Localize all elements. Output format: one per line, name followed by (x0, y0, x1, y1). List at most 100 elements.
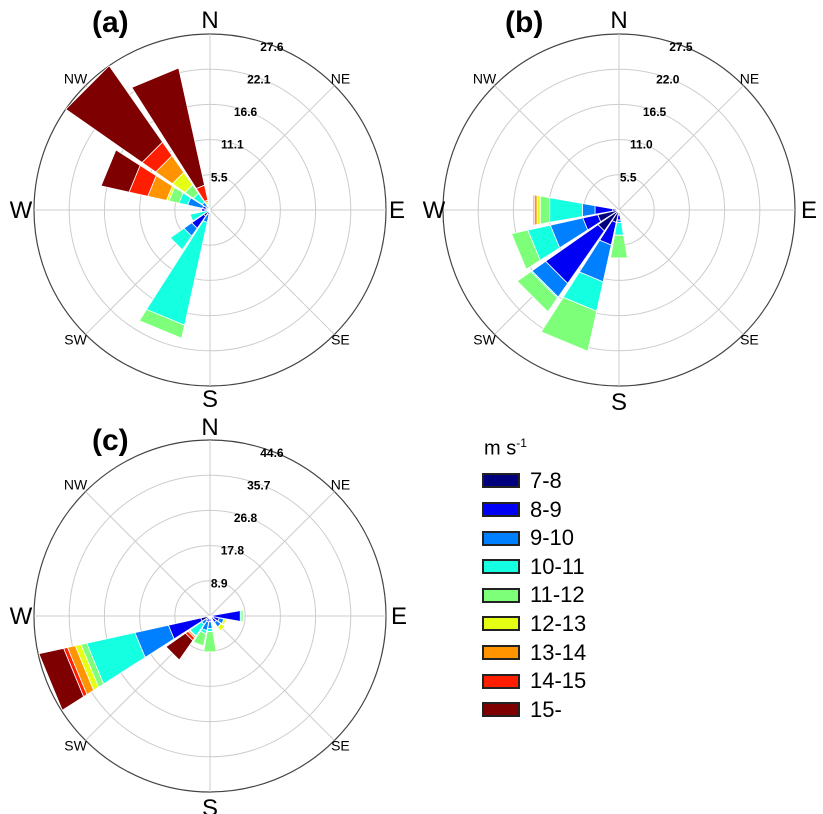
direction-label-w: W (10, 603, 33, 630)
bar-segment-10-11 (206, 628, 214, 632)
bar-segment-11-12 (138, 308, 186, 339)
direction-label-nw: NW (473, 71, 497, 87)
direction-label-s: S (202, 795, 218, 814)
spoke (618, 85, 744, 211)
legend-swatch (482, 530, 520, 546)
legend-label: 9-10 (530, 525, 575, 551)
direction-label-e: E (801, 197, 817, 224)
legend-item: 8-9 (482, 495, 586, 524)
bar-segment-11-12 (539, 195, 551, 225)
ring-label: 27.6 (260, 40, 284, 54)
bar-segment-12-13 (536, 195, 541, 225)
bar-segment-11-12 (540, 296, 598, 352)
direction-label-se: SE (740, 331, 759, 347)
legend-swatch (482, 645, 520, 661)
spoke (618, 209, 744, 335)
legend-label: 14-15 (530, 668, 587, 694)
bar-segment-9-10 (582, 203, 596, 217)
direction-label-n: N (201, 414, 218, 441)
ring-label: 16.6 (234, 105, 258, 119)
legend-item: 7-8 (482, 467, 586, 496)
bar-segment-10-11 (169, 227, 193, 251)
legend-label: 13-14 (530, 639, 587, 665)
panel-label: (a) (92, 6, 129, 39)
legend-title: m s-1 (484, 436, 586, 461)
legend-label: 12-13 (530, 610, 587, 636)
legend-label: 10-11 (530, 553, 585, 579)
legend-swatch (482, 587, 520, 603)
bar-segment-14-15 (532, 194, 535, 226)
direction-label-w: W (10, 197, 33, 224)
direction-label-nw: NW (64, 71, 88, 87)
ring-label: 16.5 (643, 105, 667, 119)
spoke (209, 491, 335, 617)
ring-label: 5.5 (620, 170, 637, 184)
bar-segment-15- (165, 632, 194, 661)
legend-label: 8-9 (530, 496, 562, 522)
legend-swatch (482, 673, 520, 689)
direction-label-n: N (610, 7, 627, 34)
direction-label-e: E (389, 197, 405, 224)
bar-segment-15- (38, 647, 85, 711)
legend-item: 13-14 (482, 638, 586, 667)
bar-segment-10-11 (189, 209, 211, 222)
legend-item: 9-10 (482, 524, 586, 553)
legend-item: 14-15 (482, 667, 586, 696)
bar-segment-11-12 (510, 229, 541, 270)
bar-segment-11-12 (610, 234, 628, 259)
bar-segment-11-12 (192, 630, 207, 647)
bar-segment-15- (65, 65, 164, 164)
legend-label: 7-8 (530, 467, 562, 493)
ring-label: 17.8 (221, 544, 245, 558)
direction-label-n: N (201, 7, 218, 34)
spoke (209, 209, 335, 335)
bar-segment-12-13 (217, 623, 226, 632)
direction-label-sw: SW (64, 737, 87, 753)
direction-label-sw: SW (473, 331, 496, 347)
ring-label: 27.5 (669, 40, 693, 54)
bar-segment-10-11 (549, 197, 583, 223)
spoke (209, 85, 335, 211)
ring-label: 22.1 (247, 72, 271, 86)
direction-label-s: S (611, 389, 627, 416)
legend-item: 15- (482, 695, 586, 724)
legend: m s-1 7-8 8-9 9-10 10-11 11-12 12-13 13-14 14-1… (482, 436, 586, 724)
legend-items: 7-8 8-9 9-10 10-11 11-12 12-13 13-14 14-15 15- (482, 467, 586, 724)
legend-label: 11-12 (530, 582, 585, 608)
spoke (85, 491, 211, 617)
bar-segment-11-12 (516, 271, 558, 313)
direction-label-se: SE (331, 737, 350, 753)
bar-segment-15- (100, 149, 141, 193)
direction-label-nw: NW (64, 477, 88, 493)
direction-label-s: S (202, 386, 218, 413)
legend-title-sup: -1 (516, 436, 527, 450)
direction-label-w: W (423, 197, 446, 224)
legend-label: 15- (530, 696, 562, 722)
spoke (209, 615, 335, 741)
legend-swatch (482, 702, 520, 718)
legend-swatch (482, 616, 520, 632)
panel-label: (b) (505, 6, 543, 39)
ring-label: 22.0 (656, 72, 680, 86)
ring-label: 44.6 (260, 446, 284, 460)
panel-label: (c) (92, 424, 129, 457)
ring-label: 5.5 (211, 170, 228, 184)
legend-swatch (482, 473, 520, 489)
legend-swatch (482, 502, 520, 518)
direction-label-ne: NE (740, 71, 759, 87)
ring-label: 11.1 (221, 138, 244, 152)
bar-segment-11-12 (241, 609, 244, 623)
direction-label-sw: SW (64, 331, 87, 347)
ring-label: 8.9 (211, 576, 228, 590)
spoke (494, 85, 620, 211)
legend-swatch (482, 559, 520, 575)
legend-item: 12-13 (482, 610, 586, 639)
ring-label: 11.0 (630, 138, 653, 152)
legend-item: 11-12 (482, 581, 586, 610)
ring-label: 35.7 (247, 478, 271, 492)
direction-label-e: E (391, 603, 407, 630)
